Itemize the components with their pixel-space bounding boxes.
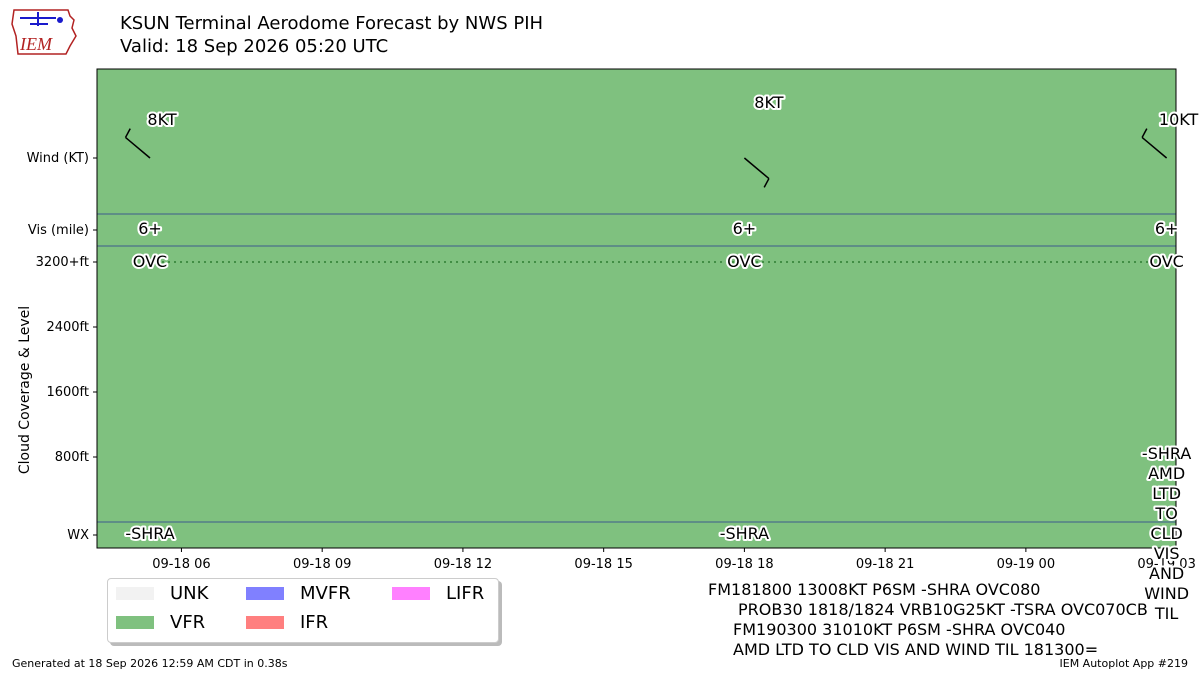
wx-label-2-4: CLD (1150, 524, 1182, 543)
y-axis-label: Cloud Coverage & Level (17, 306, 33, 474)
xtick-label-7: 09-19 03 (1137, 557, 1195, 572)
legend-label-ifr: IFR (300, 612, 329, 633)
wx-label-2-0: -SHRA (1142, 444, 1191, 463)
ytick-cloud-0-label: 3200+ft (36, 255, 89, 270)
wx-label-0-0: -SHRA (125, 524, 174, 543)
wind-barb-flag-2 (1141, 128, 1148, 138)
xtick-label-2: 09-18 12 (434, 557, 492, 572)
generated-footer: Generated at 18 Sep 2026 12:59 AM CDT in… (12, 657, 288, 670)
vis-label-2: 6+ (1155, 219, 1179, 238)
ytick-cloud-1-label: 2400ft (46, 320, 89, 335)
legend-swatch-mvfr (246, 587, 284, 600)
wind-barb-flag-0 (124, 128, 131, 138)
legend-item-ifr: IFR (246, 612, 328, 633)
ytick-cloud-2-label: 1600ft (46, 385, 89, 400)
ytick-vis-label: Vis (mile) (28, 223, 89, 238)
wx-label-2-8: TIL (1154, 604, 1178, 623)
wx-label-2-1: AMD (1148, 464, 1185, 483)
wind-label-0: 8KT (147, 110, 176, 129)
legend-item-vfr: VFR (116, 612, 205, 633)
wx-label-2-5: VIS (1154, 544, 1180, 563)
ytick-cloud-3-label: 800ft (55, 450, 89, 465)
legend-swatch-unk (116, 587, 154, 600)
chart-title: KSUN Terminal Aerodome Forecast by NWS P… (120, 12, 543, 58)
taf-line-1: FM181800 13008KT P6SM -SHRA OVC080 (708, 580, 1041, 599)
app-footer: IEM Autoplot App #219 (1059, 657, 1189, 670)
legend: UNK VFR MVFR IFR LIFR (107, 578, 499, 643)
vis-label-1: 6+ (733, 219, 757, 238)
taf-line-2: PROB30 1818/1824 VRB10G25KT -TSRA OVC070… (738, 600, 1148, 619)
wind-barb-shaft-0 (125, 136, 151, 159)
legend-swatch-vfr (116, 616, 154, 629)
xtick-label-0: 09-18 06 (152, 557, 210, 572)
cloud-label-1: OVC (727, 252, 761, 271)
iem-logo: IEM (11, 9, 77, 55)
title-line-2: Valid: 18 Sep 2026 05:20 UTC (120, 36, 389, 57)
wx-label-2-7: WIND (1144, 584, 1189, 603)
legend-item-unk: UNK (116, 583, 208, 604)
ytick-wx-label: WX (67, 528, 89, 543)
wx-label-2-6: AND (1149, 564, 1184, 583)
xtick-label-3: 09-18 15 (574, 557, 632, 572)
wind-barb-flag-1 (763, 178, 770, 188)
xtick-label-4: 09-18 18 (715, 557, 773, 572)
legend-swatch-ifr (246, 616, 284, 629)
cloud-label-0: OVC (133, 252, 167, 271)
plot-frame (96, 68, 1177, 549)
legend-item-mvfr: MVFR (246, 583, 351, 604)
taf-line-4: AMD LTD TO CLD VIS AND WIND TIL 181300= (733, 640, 1099, 659)
legend-swatch-lifr (392, 587, 430, 600)
wind-label-2: 10KT (1159, 110, 1199, 129)
plot-background (97, 69, 1176, 548)
taf-line-3: FM190300 31010KT P6SM -SHRA OVC040 (733, 620, 1066, 639)
legend-label-lifr: LIFR (446, 583, 485, 604)
legend-label-unk: UNK (170, 583, 209, 604)
legend-label-vfr: VFR (170, 612, 206, 633)
vis-label-0: 6+ (138, 219, 162, 238)
wind-barb-shaft-1 (743, 157, 770, 180)
legend-label-mvfr: MVFR (300, 583, 351, 604)
ytick-wind-label: Wind (KT) (27, 151, 89, 166)
cloud-label-2: OVC (1149, 252, 1183, 271)
legend-item-lifr: LIFR (392, 583, 484, 604)
wind-barb-shaft-2 (1141, 136, 1168, 159)
wx-label-2-2: LTD (1152, 484, 1181, 503)
wind-label-1: 8KT (754, 93, 783, 112)
xtick-label-5: 09-18 21 (856, 557, 914, 572)
xtick-label-1: 09-18 09 (293, 557, 351, 572)
svg-text:IEM: IEM (19, 34, 53, 54)
wx-label-2-3: TO (1154, 504, 1177, 523)
xtick-label-6: 09-19 00 (997, 557, 1055, 572)
wx-label-1-0: -SHRA (720, 524, 769, 543)
title-line-1: KSUN Terminal Aerodome Forecast by NWS P… (120, 13, 544, 34)
